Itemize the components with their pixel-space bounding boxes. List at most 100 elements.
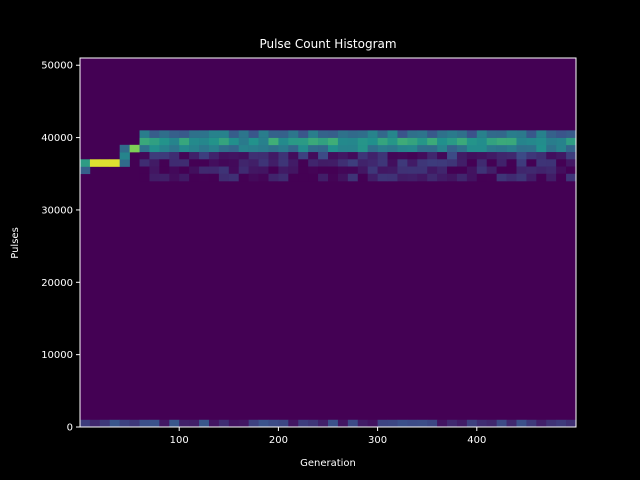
heatmap-cell (486, 152, 497, 160)
heatmap-cell (308, 166, 319, 175)
heatmap-cell (139, 173, 150, 182)
heatmap-cell (377, 159, 388, 167)
heatmap-cell (486, 130, 497, 138)
y-tick-label: 0 (67, 423, 73, 434)
heatmap-cell (427, 419, 438, 428)
heatmap-cell (347, 166, 359, 175)
heatmap-cell (268, 173, 279, 182)
heatmap-cell (556, 173, 567, 182)
heatmap-cell (536, 159, 547, 167)
heatmap-cell (546, 173, 557, 182)
y-tick-label: 40000 (41, 133, 73, 144)
heatmap-cell (526, 419, 537, 428)
heatmap-cell (288, 152, 299, 160)
heatmap-cell (397, 144, 408, 153)
heatmap-cell (447, 152, 458, 160)
heatmap-cell (258, 173, 269, 182)
heatmap-cell (516, 159, 527, 167)
heatmap-cell (526, 130, 537, 138)
heatmap-cell (208, 137, 220, 146)
heatmap-cell (159, 144, 170, 153)
heatmap-cell (119, 159, 130, 167)
heatmap-cell (189, 419, 200, 428)
heatmap-cell (248, 130, 259, 138)
heatmap-cell (476, 166, 488, 175)
heatmap-cell (328, 159, 339, 167)
heatmap-cell (318, 130, 329, 138)
heatmap-cell (397, 173, 408, 182)
heatmap-cell (278, 144, 289, 153)
heatmap-cell (288, 130, 299, 138)
heatmap-cell (347, 173, 359, 182)
heatmap-cell (218, 159, 230, 167)
heatmap-cell (169, 159, 180, 167)
heatmap-cell (566, 137, 577, 146)
heatmap-cell (159, 159, 170, 167)
heatmap-cell (228, 137, 240, 146)
x-axis-label: Generation (300, 458, 356, 469)
heatmap-cell (139, 159, 150, 167)
heatmap-cell (268, 152, 279, 160)
heatmap-cell (496, 130, 507, 138)
heatmap-cell (387, 166, 398, 175)
heatmap-cell (169, 130, 180, 138)
heatmap-cell (566, 144, 577, 153)
heatmap-cell (337, 159, 349, 167)
heatmap-cell (566, 173, 577, 182)
heatmap-cell (546, 137, 557, 146)
heatmap-cell (248, 159, 259, 167)
heatmap-cell (377, 144, 388, 153)
heatmap-cell (298, 166, 309, 175)
y-axis-ticks: 0 10000 20000 30000 40000 50000 (41, 61, 80, 434)
heatmap-cell (516, 130, 527, 138)
heatmap-cell (258, 130, 269, 138)
heatmap-cell (456, 130, 468, 138)
heatmap-cell (496, 166, 507, 175)
heatmap-cell (278, 166, 289, 175)
heatmap-cell (189, 173, 200, 182)
heatmap-cell (407, 144, 418, 153)
heatmap-cell (318, 137, 329, 146)
heatmap-cell (536, 130, 547, 138)
heatmap-cell (447, 419, 458, 428)
heatmap-cell (427, 137, 438, 146)
heatmap-cell (447, 173, 458, 182)
heatmap-cell (476, 137, 488, 146)
heatmap-cell (258, 159, 269, 167)
x-tick-label: 100 (170, 435, 189, 446)
heatmap-cell (466, 159, 478, 167)
heatmap-cell (238, 166, 249, 175)
heatmap-cell (536, 166, 547, 175)
heatmap-cell (199, 130, 210, 138)
heatmap-cell (238, 173, 249, 182)
heatmap-cell (308, 159, 319, 167)
heatmap-cell (228, 173, 240, 182)
heatmap-cell (357, 130, 368, 138)
heatmap-cell (248, 152, 259, 160)
heatmap-cell (526, 144, 537, 153)
heatmap-cell (129, 144, 140, 153)
heatmap-cell (328, 173, 339, 182)
heatmap-cell (298, 144, 309, 153)
heatmap-cell (377, 419, 388, 428)
heatmap-cell (199, 173, 210, 182)
heatmap-cell (387, 137, 398, 146)
heatmap-cell (516, 173, 527, 182)
heatmap-cell (238, 159, 249, 167)
heatmap-cell (80, 419, 91, 428)
heatmap-cell (417, 166, 428, 175)
heatmap-cell (169, 152, 180, 160)
heatmap-cell (397, 166, 408, 175)
heatmap-cell (238, 144, 249, 153)
heatmap-cell (258, 152, 269, 160)
heatmap-cell (238, 137, 249, 146)
heatmap-cell (347, 152, 359, 160)
heatmap-cell (546, 166, 557, 175)
heatmap-cell (496, 159, 507, 167)
heatmap-cell (337, 419, 349, 428)
heatmap-cell (169, 144, 180, 153)
heatmap-cell (208, 159, 220, 167)
heatmap-cell (427, 144, 438, 153)
heatmap-cell (347, 137, 359, 146)
heatmap-cell (258, 137, 269, 146)
